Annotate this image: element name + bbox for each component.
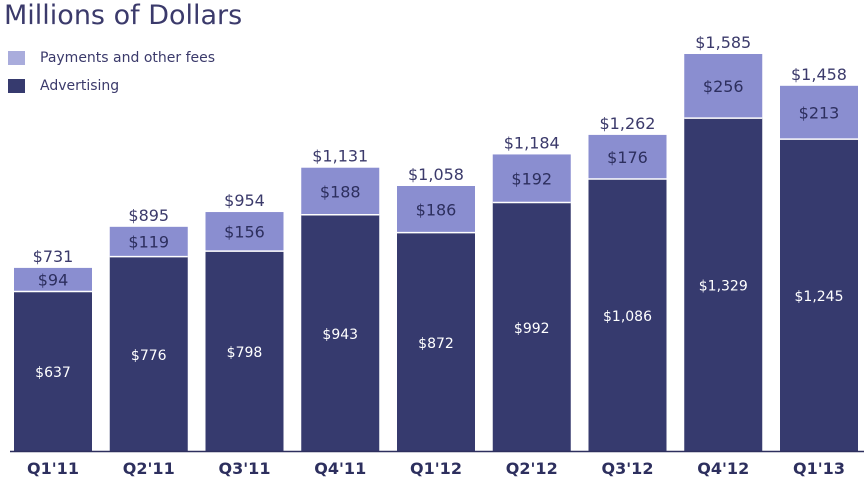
- x-tick-label: Q2'11: [123, 459, 175, 478]
- bar-advertising: [588, 178, 667, 451]
- legend-label-payments: Payments and other fees: [40, 50, 216, 66]
- bar-advertising: [14, 291, 92, 451]
- x-tick-label: Q1'12: [410, 459, 462, 478]
- bar-advertising: [109, 256, 188, 451]
- x-tick-label: Q3'11: [219, 459, 271, 478]
- bar-advertising: [397, 232, 475, 451]
- x-tick-label: Q4'11: [314, 459, 366, 478]
- data-label-advertising: $776: [131, 348, 167, 364]
- data-label-total: $1,458: [791, 65, 847, 84]
- data-label-payments: $156: [224, 223, 265, 242]
- data-label-total: $1,184: [504, 133, 560, 152]
- data-label-advertising: $637: [35, 365, 71, 381]
- data-label-payments: $186: [416, 200, 457, 219]
- bar-payments: [684, 54, 763, 119]
- bar-payments: [588, 134, 667, 179]
- data-label-advertising: $872: [418, 336, 454, 352]
- x-tick-label: Q1'13: [793, 459, 845, 478]
- bar-payments: [780, 85, 858, 140]
- bar-advertising: [205, 251, 284, 451]
- data-label-total: $1,585: [695, 33, 751, 52]
- data-label-advertising: $943: [322, 327, 358, 343]
- bar-advertising: [301, 214, 380, 451]
- bar-advertising: [492, 202, 571, 451]
- data-label-total: $1,058: [408, 165, 464, 184]
- bar-advertising: [684, 118, 763, 452]
- data-label-advertising: $1,245: [795, 289, 844, 305]
- legend-swatch-payments: [8, 51, 25, 65]
- bar-payments: [14, 267, 92, 292]
- x-tick-label: Q2'12: [506, 459, 558, 478]
- data-label-payments: $192: [511, 169, 552, 188]
- legend-label-advertising: Advertising: [40, 78, 120, 94]
- bar-advertising: [780, 139, 858, 451]
- chart-title: Millions of Dollars: [4, 0, 243, 31]
- bar-payments: [492, 154, 571, 203]
- data-label-payments: $188: [320, 182, 361, 201]
- x-tick-label: Q1'11: [27, 459, 79, 478]
- bar-payments: [205, 212, 284, 252]
- data-label-total: $731: [33, 247, 74, 266]
- x-tick-label: Q3'12: [602, 459, 654, 478]
- data-label-advertising: $798: [227, 345, 263, 361]
- data-label-payments: $256: [703, 77, 744, 96]
- legend-item-payments: Payments and other fees: [8, 44, 215, 72]
- bar-payments: [109, 226, 188, 257]
- bar-payments: [301, 167, 380, 215]
- data-label-advertising: $992: [514, 321, 550, 337]
- legend-swatch-advertising: [8, 79, 25, 93]
- legend: Payments and other fees Advertising: [8, 44, 215, 100]
- data-label-total: $1,131: [312, 147, 368, 166]
- data-label-payments: $176: [607, 148, 648, 167]
- bar-payments: [397, 185, 475, 233]
- data-label-payments: $119: [128, 233, 169, 252]
- data-label-advertising: $1,329: [699, 279, 748, 295]
- data-label-total: $954: [224, 191, 265, 210]
- x-tick-label: Q4'12: [697, 459, 749, 478]
- data-label-payments: $94: [38, 271, 69, 290]
- legend-item-advertising: Advertising: [8, 72, 215, 100]
- data-label-payments: $213: [799, 103, 840, 122]
- data-label-total: $1,262: [600, 114, 656, 133]
- data-label-advertising: $1,086: [603, 309, 652, 325]
- data-label-total: $895: [128, 206, 169, 225]
